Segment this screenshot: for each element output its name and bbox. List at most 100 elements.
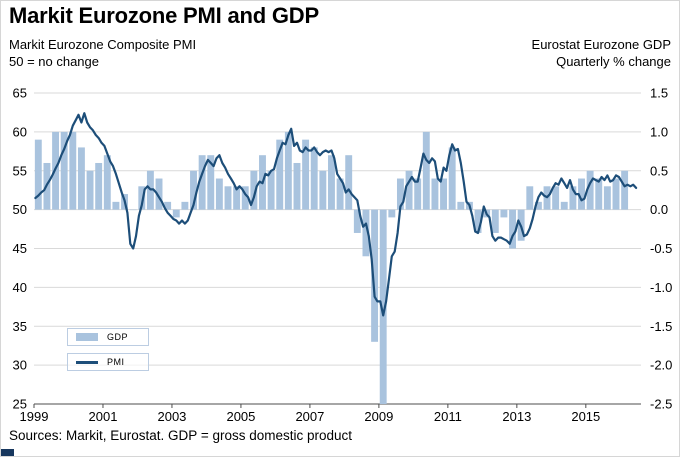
gdp-bar — [34, 139, 42, 210]
gdp-bar — [448, 147, 456, 210]
gdp-bar — [207, 155, 215, 210]
gdp-bar — [621, 170, 629, 210]
left-axis-tick-label: 35 — [13, 319, 27, 334]
legend: GDP PMI — [67, 328, 149, 371]
gdp-bar — [60, 131, 68, 210]
gdp-bar — [164, 201, 172, 210]
chart-title: Markit Eurozone PMI and GDP — [9, 3, 319, 28]
left-axis-tick-label: 50 — [13, 202, 27, 217]
right-axis-tick-label: -2.5 — [650, 397, 672, 412]
gdp-bar — [500, 209, 508, 218]
gdp-bar — [328, 155, 335, 210]
right-axis-tick-label: 0.5 — [650, 163, 668, 178]
gdp-bar — [293, 162, 301, 210]
gdp-bar — [379, 209, 387, 405]
gdp-bar — [396, 178, 404, 210]
gdp-bar — [69, 131, 77, 210]
gdp-bar — [86, 170, 94, 210]
gdp-bar — [586, 170, 594, 210]
gdp-bar — [198, 155, 206, 210]
legend-item-pmi: PMI — [67, 353, 149, 371]
gdp-bar — [560, 201, 568, 210]
gdp-bar — [405, 170, 413, 210]
gdp-bar — [491, 209, 499, 233]
gdp-bar — [129, 209, 137, 211]
x-axis-tick-label: 2005 — [226, 409, 255, 424]
right-axis-tick-label: -2.0 — [650, 358, 672, 373]
left-axis-subtitle: Markit Eurozone Composite PMI 50 = no ch… — [9, 36, 196, 70]
gdp-bar — [474, 209, 482, 233]
gdp-bar — [362, 209, 370, 257]
left-axis-tick-label: 40 — [13, 280, 27, 295]
gdp-bar — [457, 201, 465, 210]
x-axis-tick-label: 2007 — [295, 409, 324, 424]
gdp-bar — [414, 178, 422, 210]
gdp-bar — [172, 209, 180, 218]
right-axis-tick-label: 1.5 — [650, 86, 668, 101]
legend-label-gdp: GDP — [107, 332, 129, 342]
left-axis-tick-label: 55 — [13, 163, 27, 178]
gdp-bar — [578, 178, 585, 210]
x-axis-tick-label: 2009 — [364, 409, 393, 424]
gdp-bar — [534, 201, 542, 210]
gdp-bar — [215, 178, 223, 210]
gdp-bar — [233, 186, 241, 210]
x-axis-tick-label: 2003 — [157, 409, 186, 424]
gdp-bar — [302, 139, 310, 210]
gdp-bar — [612, 178, 620, 210]
gdp-bar — [336, 178, 344, 210]
right-axis-tick-label: -1.0 — [650, 280, 672, 295]
right-axis-tick-label: 1.0 — [650, 124, 668, 139]
gdp-bar — [77, 147, 85, 210]
gdp-bar — [310, 147, 318, 210]
gdp-bar — [319, 170, 327, 210]
sources-note: Sources: Markit, Eurostat. GDP = gross d… — [9, 428, 353, 443]
gdp-bar — [155, 178, 163, 210]
gdp-bar — [190, 170, 197, 210]
right-axis-tick-label: -1.5 — [650, 319, 672, 334]
left-axis-tick-label: 25 — [13, 397, 27, 412]
gdp-bar — [526, 186, 534, 210]
gdp-bar — [595, 178, 603, 210]
gdp-bar — [284, 131, 292, 210]
x-axis-tick-label: 1999 — [20, 409, 49, 424]
gdp-bar — [345, 155, 353, 210]
x-axis-tick-label: 2011 — [434, 409, 462, 424]
gdp-bar — [241, 186, 249, 210]
left-axis-tick-label: 45 — [13, 241, 27, 256]
right-axis-tick-label: -0.5 — [650, 241, 672, 256]
gdp-bar — [95, 162, 103, 210]
x-axis-tick-label: 2013 — [502, 409, 531, 424]
left-axis-tick-label: 30 — [13, 358, 27, 373]
gdp-bar — [388, 209, 396, 218]
right-axis-subtitle: Eurostat Eurozone GDP Quarterly % change — [532, 36, 671, 70]
gdp-bar — [422, 131, 430, 210]
gdp-bar — [250, 170, 258, 210]
gdp-bar — [276, 139, 284, 210]
left-axis-tick-label: 65 — [13, 86, 27, 101]
gdp-bar — [552, 186, 560, 210]
gdp-bar — [103, 155, 111, 210]
gdp-bar — [509, 209, 516, 249]
legend-label-pmi: PMI — [107, 357, 125, 367]
right-axis-tick-label: 0.0 — [650, 202, 668, 217]
gdp-bar — [440, 178, 447, 210]
gdp-bar — [181, 201, 189, 210]
gdp-bar — [112, 201, 120, 210]
gdp-bar — [371, 209, 379, 342]
left-axis-subtitle-line2: 50 = no change — [9, 54, 99, 69]
gdp-bar-swatch-icon — [76, 333, 98, 341]
gdp-bar — [603, 186, 611, 210]
x-axis-tick-label: 2001 — [89, 409, 118, 424]
right-axis-subtitle-line1: Eurostat Eurozone GDP — [531, 37, 671, 52]
pmi-line — [34, 112, 638, 317]
legend-item-gdp: GDP — [67, 328, 149, 346]
left-axis-tick-label: 60 — [13, 124, 27, 139]
pmi-line-swatch-icon — [76, 360, 98, 364]
bottom-left-mark — [1, 449, 14, 456]
gdp-bar — [431, 178, 439, 210]
x-axis-tick-label: 2015 — [571, 409, 600, 424]
gdp-bar — [138, 186, 146, 210]
right-axis-subtitle-line2: Quarterly % change — [556, 54, 671, 69]
